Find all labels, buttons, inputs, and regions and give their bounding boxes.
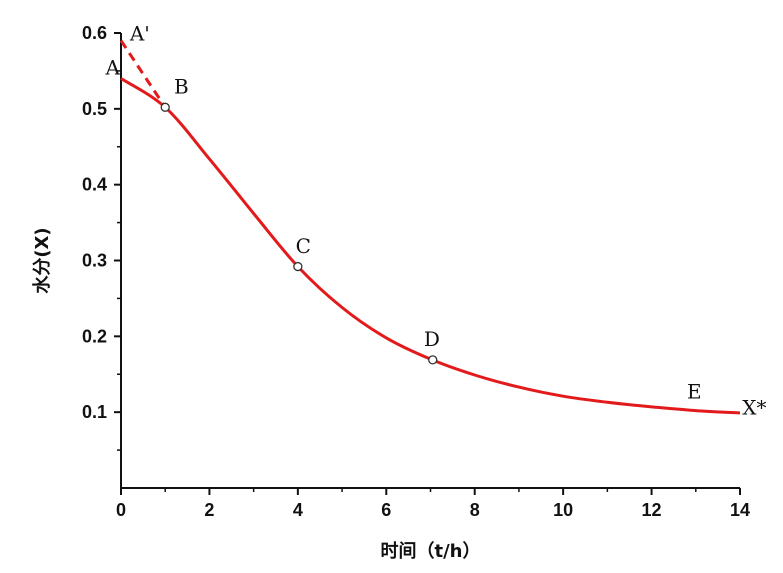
x-tick-label: 14	[730, 500, 750, 520]
y-axis-title: 水分(X)	[31, 227, 53, 293]
point-label: X*	[742, 395, 766, 419]
y-tick-label: 0.5	[82, 99, 107, 119]
x-tick-label: 12	[642, 500, 662, 520]
point-label: D	[424, 327, 440, 351]
series-layer	[119, 39, 741, 415]
dashed-extrapolation-line	[119, 39, 167, 109]
x-tick-label: 2	[204, 500, 214, 520]
marker-layer	[160, 102, 438, 365]
drying-curve-line	[120, 77, 741, 415]
point-label: E	[687, 380, 702, 404]
y-tick-label: 0.3	[82, 251, 107, 271]
y-tick-label: 0.2	[82, 326, 107, 346]
data-point-marker	[293, 261, 303, 272]
data-point-marker	[160, 102, 170, 112]
y-tick-label: 0.4	[82, 175, 107, 195]
point-label: B	[174, 75, 189, 99]
x-tick-label: 0	[116, 500, 126, 520]
axes: 0 2 4 6 8 10 12 14 0.1 0.2 0.3 0.4 0.5 0.6	[82, 23, 750, 520]
point-label: A'	[129, 22, 150, 46]
point-label: A	[105, 56, 121, 80]
y-tick-label: 0.1	[82, 402, 107, 422]
point-label: C	[296, 234, 311, 258]
annotation-layer: A' A B C D E X*	[105, 22, 767, 420]
x-tick-label: 6	[381, 500, 391, 520]
x-tick-label: 4	[293, 500, 303, 520]
x-tick-label: 10	[553, 500, 573, 520]
y-tick-label: 0.6	[82, 23, 107, 43]
data-point-marker	[428, 355, 438, 365]
x-tick-label: 8	[470, 500, 480, 520]
x-axis-title: 时间（t/h）	[381, 541, 481, 562]
